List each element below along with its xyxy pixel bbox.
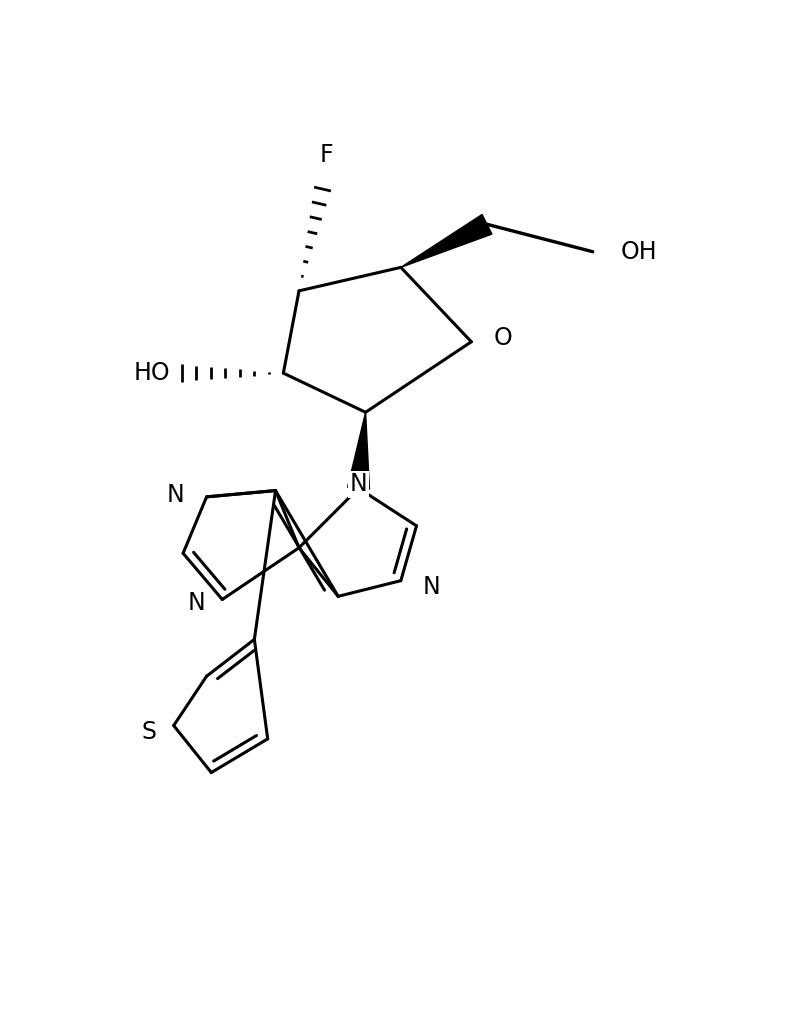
Text: HO: HO xyxy=(133,362,170,385)
Text: N: N xyxy=(167,483,185,507)
Text: OH: OH xyxy=(620,239,657,264)
Polygon shape xyxy=(347,412,369,489)
Text: F: F xyxy=(320,143,333,167)
Text: N: N xyxy=(350,472,367,496)
Text: N: N xyxy=(423,575,440,599)
Polygon shape xyxy=(401,214,492,267)
Text: N: N xyxy=(187,592,205,615)
Text: S: S xyxy=(141,720,156,744)
Text: O: O xyxy=(494,326,512,350)
